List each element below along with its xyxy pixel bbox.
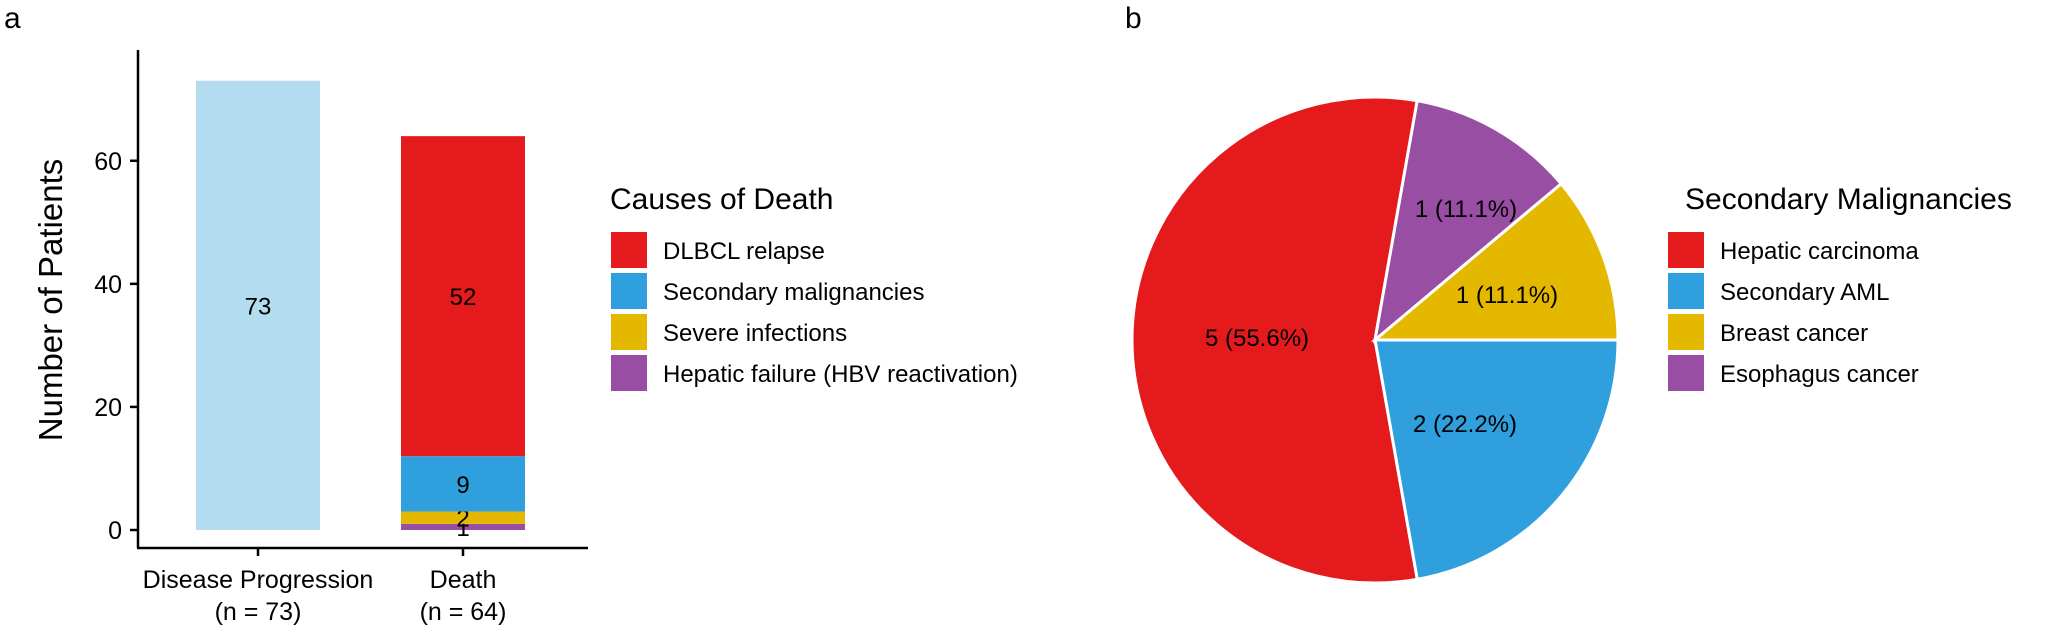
legend-swatch bbox=[611, 273, 647, 309]
legend-swatch bbox=[1668, 232, 1704, 268]
panel-a-letter: a bbox=[4, 2, 21, 35]
y-ticks: 0 20 40 60 bbox=[94, 148, 138, 545]
x-tick-sublabel: (n = 64) bbox=[420, 598, 507, 626]
bar-chart-axes: 0 20 40 60 Disease Progression (n = 73) Death… bbox=[32, 50, 588, 626]
y-tick-label: 0 bbox=[108, 517, 122, 545]
bar-value-label: 2 bbox=[456, 506, 469, 533]
y-tick-label: 20 bbox=[94, 394, 122, 422]
bar-segment bbox=[401, 523, 525, 530]
pie-slice bbox=[1372, 98, 1564, 344]
pie-slice bbox=[1370, 181, 1620, 342]
bar-value-label: 52 bbox=[450, 284, 477, 311]
y-tick-label: 60 bbox=[94, 148, 122, 176]
panel-b-letter: b bbox=[1125, 2, 1142, 35]
bar-segment bbox=[401, 511, 525, 524]
pie-slice bbox=[1130, 95, 1419, 585]
pie-slice-label: 1 (11.1%) bbox=[1415, 196, 1517, 223]
legend-swatch bbox=[611, 314, 647, 350]
y-tick-label: 40 bbox=[94, 271, 122, 299]
legend-label: DLBCL relapse bbox=[663, 238, 825, 265]
legend-label: Breast cancer bbox=[1720, 320, 1868, 347]
legend-swatch bbox=[611, 355, 647, 391]
legend-label: Secondary malignancies bbox=[663, 279, 924, 306]
legend-swatch bbox=[1668, 273, 1704, 309]
legend-title: Secondary Malignancies bbox=[1685, 183, 2012, 216]
legend-label: Hepatic carcinoma bbox=[1720, 238, 1919, 265]
bar-segment bbox=[196, 80, 320, 531]
bar-segment bbox=[401, 136, 525, 457]
legend-title: Causes of Death bbox=[610, 183, 833, 216]
x-tick-sublabel: (n = 73) bbox=[215, 598, 302, 626]
pie-slice-label: 2 (22.2%) bbox=[1413, 411, 1517, 438]
x-ticks: Disease Progression (n = 73) Death (n = 64) bbox=[143, 548, 507, 626]
legend-label: Hepatic failure (HBV reactivation) bbox=[663, 361, 1018, 388]
legend-swatch bbox=[611, 232, 647, 268]
legend-secondary-malignancies: Secondary Malignancies Hepatic carcinoma… bbox=[1668, 183, 2012, 391]
legend-swatch bbox=[1668, 314, 1704, 350]
legend-label: Secondary AML bbox=[1720, 279, 1889, 306]
pie-slice-label: 1 (11.1%) bbox=[1456, 282, 1558, 309]
legend-swatch bbox=[1668, 355, 1704, 391]
pie-slice-label: 5 (55.6%) bbox=[1205, 325, 1309, 352]
x-tick-label: Disease Progression bbox=[143, 566, 374, 594]
pie-chart: 2 (22.2%) 5 (55.6%) 1 (11.1%) 1 (11.1%) bbox=[1130, 95, 1620, 585]
panel-b: b 2 (22.2%) 5 (55.6%) 1 (11.1%) 1 (11.1%) S… bbox=[1125, 2, 2012, 585]
x-tick-label: Death bbox=[430, 566, 497, 594]
y-axis-title: Number of Patients bbox=[32, 159, 69, 441]
bar-value-label: 9 bbox=[456, 472, 469, 499]
legend-causes-of-death: Causes of Death DLBCL relapse Secondary m… bbox=[610, 183, 1018, 391]
bar-value-label: 73 bbox=[245, 293, 272, 320]
bar-segment bbox=[401, 456, 525, 512]
legend-label: Severe infections bbox=[663, 320, 847, 347]
legend-label: Esophagus cancer bbox=[1720, 361, 1919, 388]
panel-a: a 0 20 40 60 Disease Progression (n = 73) Dea… bbox=[4, 2, 1018, 626]
pie-slice bbox=[1373, 338, 1620, 582]
